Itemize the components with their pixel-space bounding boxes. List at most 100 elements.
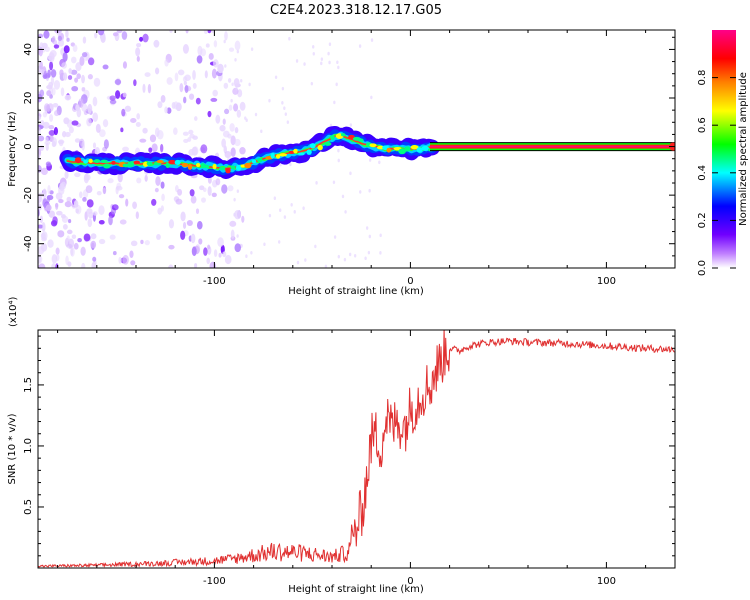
spectral-cell (156, 129, 164, 140)
spectral-cell (231, 82, 234, 87)
spectral-cell (245, 254, 248, 258)
spectral-cell (236, 189, 240, 193)
spectral-cell (102, 187, 107, 195)
spectral-cell (168, 244, 175, 250)
spectral-cell (75, 208, 79, 214)
spectral-cell (135, 47, 141, 57)
colorbar-tick-label: 0.2 (697, 212, 708, 228)
spectral-cell (87, 57, 95, 66)
spectral-cell (288, 36, 291, 41)
ridge-blob (212, 163, 217, 170)
spectral-cell (327, 51, 330, 56)
spectral-cell (168, 219, 175, 229)
spectral-cell (311, 45, 315, 49)
x-tick-label: 0 (407, 576, 413, 587)
spectral-cell (211, 192, 217, 198)
spectral-cell (87, 218, 93, 228)
spectral-cell (283, 215, 287, 219)
plot-frame (37, 29, 676, 269)
ridge-blob (133, 160, 141, 164)
spectral-cell (38, 254, 42, 264)
spectral-cell (207, 30, 212, 34)
spectral-cell (57, 39, 65, 47)
ridge-blob (181, 162, 189, 168)
spectral-cell (154, 187, 159, 193)
spectral-cell (94, 146, 100, 156)
spectral-cell (47, 184, 51, 195)
spectral-cell (203, 30, 208, 35)
y-axis-ticks: 0.5 1.0 1.5 (23, 335, 675, 557)
spectral-cell (190, 233, 196, 244)
spectral-cell (207, 110, 212, 118)
spectral-cell (98, 220, 105, 225)
spectral-cell (210, 97, 218, 102)
spectral-cell (234, 127, 239, 134)
spectral-cell (38, 135, 45, 142)
spectral-cell (365, 226, 369, 230)
spectral-cell (48, 124, 55, 130)
spectral-cell (98, 205, 105, 216)
spectral-cell (144, 240, 150, 246)
spectral-cell (333, 100, 336, 105)
x-tick-label: 0 (407, 276, 413, 287)
spectral-cell (295, 59, 299, 63)
spectral-cell (151, 143, 158, 153)
spectral-cell (233, 78, 240, 87)
ridge-blob (398, 148, 406, 155)
spectral-cell (200, 144, 208, 154)
spectral-cell (278, 208, 282, 213)
spectral-cell (118, 256, 122, 264)
spectral-cell (62, 52, 68, 62)
spectral-cell (174, 72, 179, 82)
spectral-cell (254, 112, 258, 117)
spectral-cell (337, 65, 340, 70)
spectral-cell (142, 83, 146, 93)
ridge-blob (317, 144, 323, 151)
spectral-cell (293, 210, 296, 214)
x-axis-label: Height of straight line (km) (288, 584, 424, 595)
spectral-cell (67, 238, 75, 249)
spectral-cell (38, 46, 43, 57)
spectral-cell (118, 194, 125, 199)
ridge-blob (103, 163, 111, 169)
spectral-cell (370, 95, 373, 100)
spectral-cell (211, 30, 215, 34)
spectral-cell (49, 61, 54, 71)
y-tick-label: 1.0 (23, 438, 34, 454)
plot-frame (37, 329, 676, 569)
spectral-cell (51, 141, 57, 148)
spectral-cell (154, 67, 160, 75)
spectral-cell (117, 172, 123, 183)
spectral-cell (227, 78, 232, 83)
spectral-cell (62, 72, 68, 81)
spectral-cell (52, 103, 59, 108)
spectral-cell (87, 103, 93, 114)
spectral-cell (332, 180, 336, 185)
spectral-cell (55, 253, 60, 262)
spectral-cell (263, 242, 266, 247)
spectral-cell (337, 148, 340, 153)
spectral-cell (90, 240, 97, 249)
spectral-cell (139, 138, 147, 143)
spectral-cell (268, 213, 272, 218)
spectral-cell (57, 35, 63, 42)
spectral-cell (39, 61, 43, 70)
spectral-cell (368, 158, 372, 162)
y-axis-label: SNR (10 * v/v) (7, 413, 18, 484)
spectral-cell (66, 229, 73, 235)
spectral-cell (119, 219, 127, 225)
spectral-cell (86, 199, 94, 208)
spectral-cell (136, 55, 140, 62)
spectral-cell (195, 97, 201, 105)
spectral-cell (221, 184, 228, 194)
spectral-cell (333, 235, 337, 239)
spectral-cell (125, 198, 129, 207)
spectral-cell (185, 30, 189, 34)
spectral-cell (222, 118, 226, 125)
spectral-cell (140, 239, 144, 245)
ridge-blob (421, 145, 430, 151)
spectral-cell (368, 234, 372, 239)
spectral-cell (183, 138, 189, 144)
spectral-cell (38, 165, 42, 173)
spectral-cell (303, 62, 306, 66)
